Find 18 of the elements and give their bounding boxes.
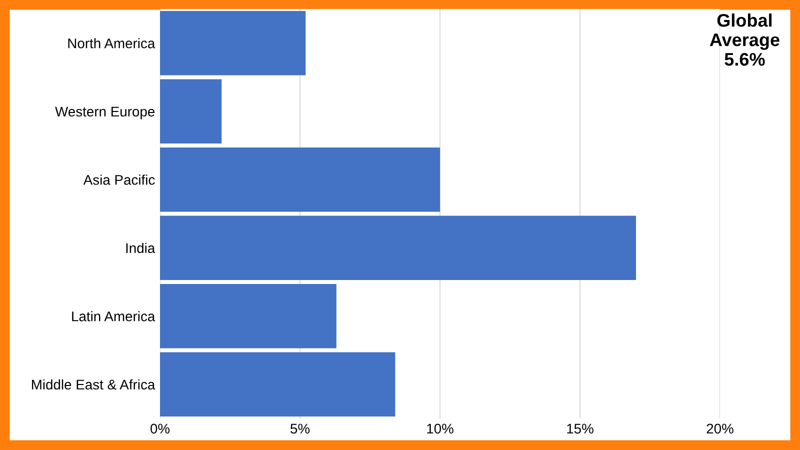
bar [160, 284, 336, 348]
x-tick-label: 0% [150, 424, 170, 434]
y-tick-label: Middle East & Africa [32, 379, 156, 390]
bar [160, 352, 396, 416]
bar [160, 11, 306, 76]
bar [160, 79, 222, 144]
y-tick-label: Latin America [72, 311, 156, 322]
x-tick-label: 20% [706, 424, 734, 434]
y-tick-label: Asia Pacific [83, 174, 155, 185]
x-tick-label: 10% [427, 424, 454, 434]
annotation: Global Average 5.6% [710, 14, 780, 66]
y-tick-label: Western Europe [55, 106, 155, 120]
bar [160, 216, 636, 280]
y-tick-label: North America [68, 38, 156, 48]
x-tick-label: 5% [290, 424, 310, 434]
y-tick-label: India [126, 242, 156, 254]
x-tick-label: 15% [567, 424, 594, 434]
bar [160, 148, 440, 212]
